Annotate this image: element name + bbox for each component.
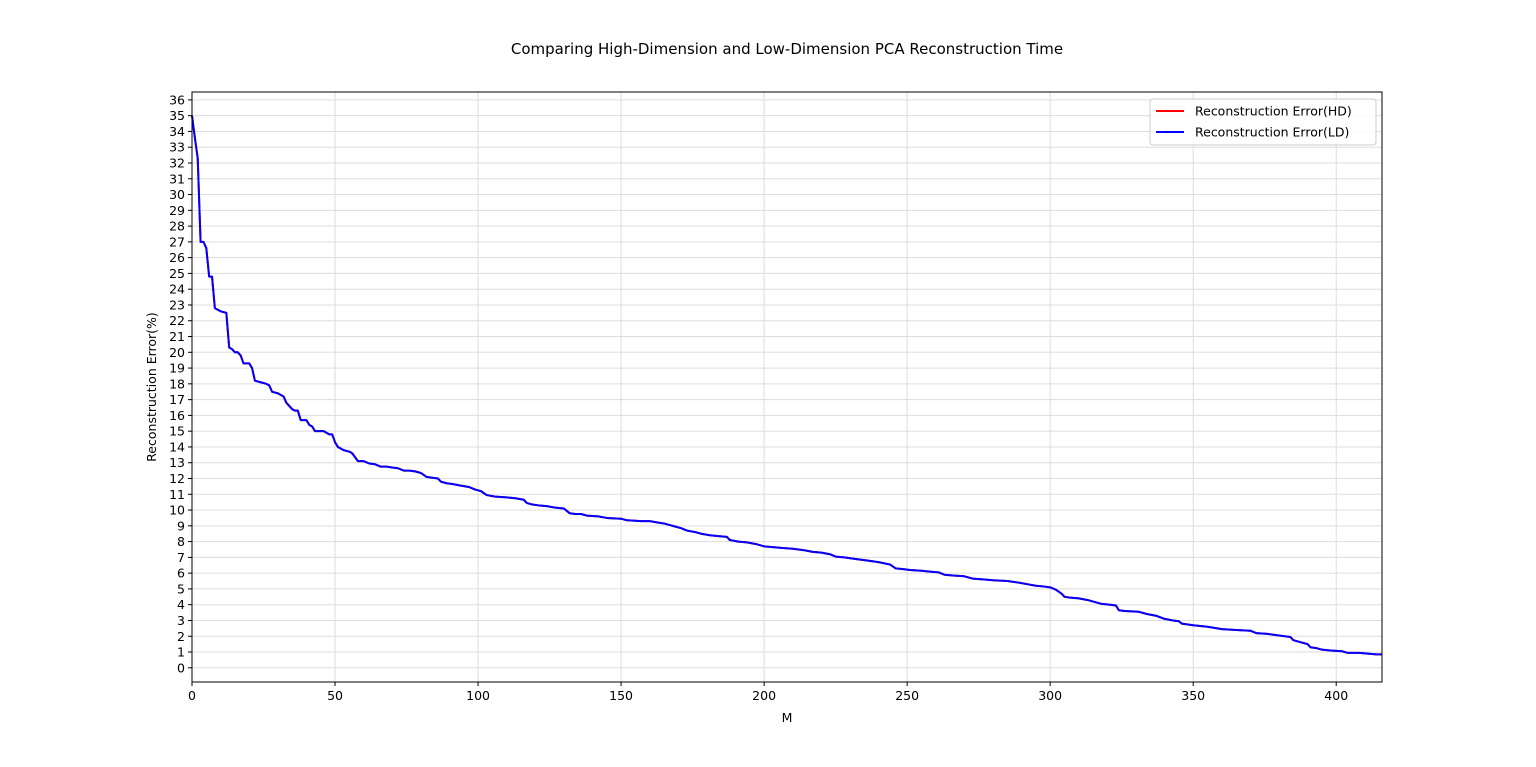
x-tick-label: 250 bbox=[895, 688, 919, 703]
chart-title: Comparing High-Dimension and Low-Dimensi… bbox=[511, 40, 1063, 58]
y-tick-label: 33 bbox=[169, 140, 185, 155]
y-tick-label: 20 bbox=[169, 345, 185, 360]
y-tick-label: 1 bbox=[177, 645, 185, 660]
x-tick-label: 350 bbox=[1181, 688, 1205, 703]
y-tick-label: 14 bbox=[169, 439, 185, 454]
y-tick-label: 27 bbox=[169, 234, 185, 249]
x-axis-label: M bbox=[782, 710, 793, 725]
y-tick-label: 5 bbox=[177, 581, 185, 596]
y-tick-label: 19 bbox=[169, 361, 185, 376]
y-tick-label: 22 bbox=[169, 313, 185, 328]
y-tick-label: 26 bbox=[169, 250, 185, 265]
y-tick-label: 8 bbox=[177, 534, 185, 549]
y-tick-label: 24 bbox=[169, 282, 185, 297]
x-tick-label: 300 bbox=[1038, 688, 1062, 703]
y-tick-label: 12 bbox=[169, 471, 185, 486]
y-tick-label: 4 bbox=[177, 597, 185, 612]
x-tick-label: 150 bbox=[609, 688, 633, 703]
x-tick-label: 100 bbox=[466, 688, 490, 703]
y-tick-label: 21 bbox=[169, 329, 185, 344]
plot-frame bbox=[191, 91, 1383, 683]
y-tick-label: 2 bbox=[177, 629, 185, 644]
y-tick-label: 25 bbox=[169, 266, 185, 281]
x-tick-label: 400 bbox=[1324, 688, 1348, 703]
y-tick-label: 32 bbox=[169, 155, 185, 170]
x-tick-label: 50 bbox=[327, 688, 343, 703]
x-tick-label: 200 bbox=[752, 688, 776, 703]
y-tick-label: 17 bbox=[169, 392, 185, 407]
y-tick-label: 11 bbox=[169, 487, 185, 502]
y-tick-label: 0 bbox=[177, 660, 185, 675]
legend-box bbox=[1149, 98, 1377, 146]
y-tick-label: 13 bbox=[169, 455, 185, 470]
y-tick-label: 9 bbox=[177, 518, 185, 533]
y-tick-label: 3 bbox=[177, 613, 185, 628]
tick-layer: 0123456789101112131415161718192021222324… bbox=[169, 92, 1348, 703]
y-tick-label: 15 bbox=[169, 424, 185, 439]
legend-label-ld: Reconstruction Error(LD) bbox=[1195, 125, 1349, 140]
series-layer bbox=[191, 115, 1382, 656]
y-tick-label: 6 bbox=[177, 566, 185, 581]
y-tick-label: 7 bbox=[177, 550, 185, 565]
y-tick-label: 31 bbox=[169, 171, 185, 186]
y-tick-label: 30 bbox=[169, 187, 185, 202]
y-tick-label: 16 bbox=[169, 408, 185, 423]
series-line-ld bbox=[191, 115, 1382, 656]
y-tick-label: 34 bbox=[169, 124, 185, 139]
x-tick-label: 0 bbox=[188, 688, 196, 703]
y-tick-label: 35 bbox=[169, 108, 185, 123]
y-axis-label: Reconstruction Error(%) bbox=[144, 312, 159, 462]
y-tick-label: 29 bbox=[169, 203, 185, 218]
legend-label-hd: Reconstruction Error(HD) bbox=[1195, 104, 1352, 119]
y-tick-label: 36 bbox=[169, 92, 185, 107]
y-tick-label: 10 bbox=[169, 503, 185, 518]
y-tick-label: 23 bbox=[169, 297, 185, 312]
legend: Reconstruction Error(HD) Reconstruction … bbox=[1149, 98, 1377, 146]
y-tick-label: 28 bbox=[169, 219, 185, 234]
y-tick-label: 18 bbox=[169, 376, 185, 391]
